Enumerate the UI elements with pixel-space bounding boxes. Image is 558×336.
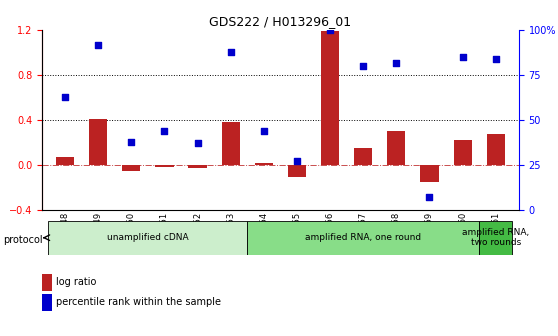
Point — [160, 128, 169, 134]
Point — [359, 64, 368, 69]
Text: log ratio: log ratio — [56, 277, 96, 287]
Text: percentile rank within the sample: percentile rank within the sample — [56, 297, 221, 307]
Point — [458, 54, 467, 60]
Point — [392, 60, 401, 65]
Point — [259, 128, 268, 134]
Point — [326, 28, 335, 33]
Point — [127, 139, 136, 144]
Point — [491, 56, 500, 62]
FancyBboxPatch shape — [247, 221, 479, 255]
Point — [292, 159, 301, 164]
Bar — [254, 163, 273, 165]
Point — [226, 49, 235, 54]
Bar — [222, 122, 240, 165]
FancyBboxPatch shape — [479, 221, 512, 255]
Text: protocol: protocol — [3, 235, 42, 245]
Bar — [487, 134, 505, 165]
Bar — [454, 140, 472, 165]
Point — [193, 141, 202, 146]
Point — [94, 42, 103, 47]
Bar — [387, 131, 406, 165]
Bar — [420, 165, 439, 182]
Title: GDS222 / H013296_01: GDS222 / H013296_01 — [209, 15, 352, 28]
Text: amplified RNA,
two rounds: amplified RNA, two rounds — [462, 228, 530, 247]
Bar — [288, 165, 306, 177]
Bar — [122, 165, 141, 171]
Bar — [354, 148, 372, 165]
Text: amplified RNA, one round: amplified RNA, one round — [305, 233, 421, 242]
Bar — [189, 165, 206, 168]
Bar — [155, 165, 174, 167]
Bar — [89, 119, 107, 165]
Text: unamplified cDNA: unamplified cDNA — [107, 233, 189, 242]
FancyBboxPatch shape — [49, 221, 247, 255]
Bar — [56, 157, 74, 165]
Bar — [321, 31, 339, 165]
Point — [425, 195, 434, 200]
Point — [61, 94, 70, 99]
